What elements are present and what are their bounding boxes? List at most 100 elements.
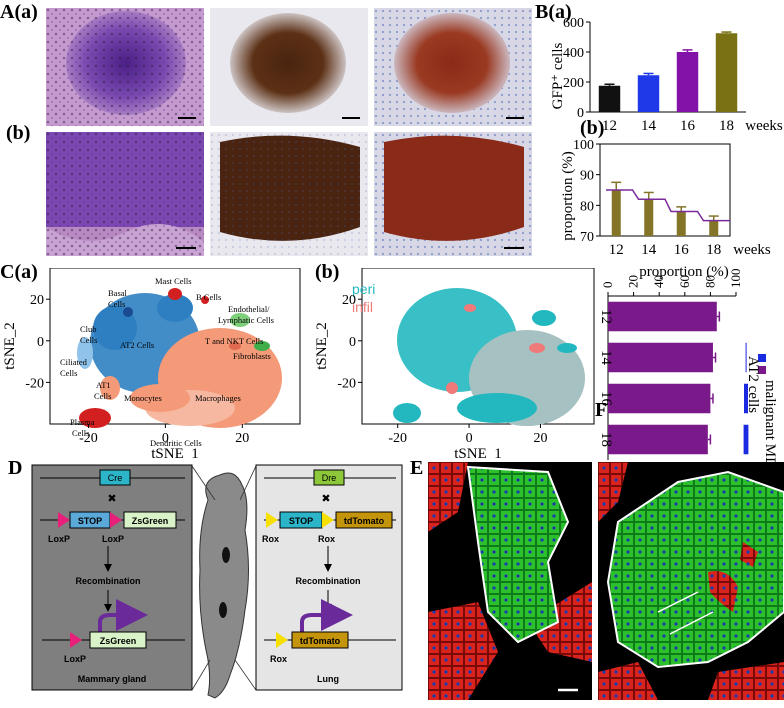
Bb-xtick-label: 12 (609, 242, 624, 258)
annot-endo-1: Endothelial/ (228, 304, 270, 314)
D-right-construct: Dre ✖ STOP tdTomato Rox Rox Recombinatio… (255, 464, 403, 691)
panel-E-images (428, 462, 784, 700)
A-a-ihc-image (210, 8, 368, 126)
tsne-a-ylabel: tSNE_2 (2, 322, 18, 370)
Bb-xtick-label: 18 (706, 242, 721, 258)
Ba-xtick-label: 14 (641, 118, 657, 134)
tsne-b-xtick-label: 20 (533, 431, 547, 446)
D-left-construct: Cre ✖ STOP ZsGreen LoxP LoxP Recombinati… (31, 464, 193, 691)
annot-fibro: Fibroblasts (233, 351, 271, 361)
D-cre: Cre (108, 473, 123, 483)
annot-ciliated-2: Cells (60, 368, 77, 378)
F-bar-malignant (608, 342, 713, 373)
Bb-bar (611, 190, 621, 236)
Ba-xlabel-weeks: weeks (745, 118, 783, 134)
Bb-xtick-label: 14 (641, 242, 657, 258)
legend-peri: peri (352, 281, 375, 297)
tsne-a-xtick-label: 0 (162, 431, 169, 446)
annot-ciliated-1: Ciliated (60, 357, 88, 367)
D-loxp-3: LoxP (64, 654, 86, 664)
A-a-he-image (46, 8, 204, 126)
D-rox-3: Rox (270, 654, 287, 664)
tsne-b-clusters (393, 288, 585, 426)
D-stop-right: STOP (289, 516, 313, 526)
annot-at2: AT2 Cells (120, 340, 154, 350)
Bb-frame (599, 143, 731, 237)
Bb-xlabel-weeks: weeks (733, 242, 771, 258)
panel-label-Ab: (b) (6, 122, 31, 144)
D-tdtomato-right: tdTomato (344, 516, 385, 526)
F-legend-at2: AT2 cells (745, 356, 761, 413)
diagram-D: Cre ✖ STOP ZsGreen LoxP LoxP Recombinati… (31, 464, 403, 699)
panel-label-Bb: (b) (580, 117, 605, 139)
annot-dendritic: Dendritic Cells (150, 438, 202, 448)
legend-infil: infil (352, 299, 373, 315)
D-zsgreen-left: ZsGreen (132, 516, 169, 526)
chart-B-b: proportion (%) 70 80 90 100 12 14 16 18 weeks (560, 138, 771, 258)
panel-A-micrographs (46, 8, 532, 256)
annot-tnkt: T and NKT Cells (205, 336, 263, 346)
F-bar-at2 (745, 342, 747, 373)
annot-bcells: B Cells (196, 292, 221, 302)
F-category-label: 12 (598, 309, 614, 324)
F-legend-swatch-at2 (758, 354, 766, 362)
D-recomb-left: Recombination (75, 576, 140, 586)
panel-label-E: E (410, 457, 424, 479)
Bb-bar (709, 220, 719, 236)
F-xtick-label: 0 (600, 282, 615, 289)
D-tdtomato-2: tdTomato (300, 636, 341, 646)
annot-basal-1: Basal (108, 288, 128, 298)
Bb-bar (644, 199, 654, 236)
D-left-x: ✖ (107, 493, 116, 505)
Ba-ytick-label: 400 (563, 46, 584, 61)
F-xlabel: proportion (%) (639, 264, 729, 280)
tsne-C-a: Mast Cells Basal Cells B Cells Endotheli… (2, 268, 301, 458)
D-recomb-right: Recombination (295, 576, 360, 586)
annot-at1-2: Cells (94, 391, 111, 401)
B-a-ylabel: GFP⁺ cells (550, 43, 566, 110)
F-bar-malignant (608, 424, 708, 455)
Bb-xtick-label: 16 (674, 242, 690, 258)
tsne-b-ytick-label: -20 (337, 376, 356, 391)
mouse-icon (191, 465, 257, 699)
A-b-ihc-image (210, 132, 368, 256)
Bb-ytick-label: 70 (580, 230, 594, 245)
tsne-a-xlabel: tSNE_1 (151, 446, 199, 458)
annot-club-1: Club (80, 324, 97, 334)
annot-macrophages: Macrophages (195, 393, 241, 403)
tsne-a-ytick-label: 0 (37, 335, 44, 350)
F-xtick-label: 80 (702, 275, 717, 288)
tsne-a-xtick-label: 20 (235, 431, 249, 446)
tsne-a-clusters (77, 288, 282, 428)
F-bar-at2 (743, 424, 749, 455)
D-stop-left: STOP (78, 516, 102, 526)
Ba-bar (598, 85, 621, 112)
Ba-bar (715, 33, 738, 112)
tsne-C-b: peri infil -20 0 20 20 0 -20 tSNE_1 tSNE_2 (314, 268, 595, 458)
F-category-label: 18 (598, 432, 614, 447)
tsne-b-xlabel: tSNE_1 (454, 446, 502, 458)
F-category-label: 14 (598, 350, 614, 366)
tsne-b-ytick-label: 20 (342, 293, 356, 308)
A-a-overlay-image (374, 8, 532, 126)
Bb-bar (676, 211, 686, 236)
annot-basal-2: Cells (108, 299, 125, 309)
Ba-bar (637, 75, 660, 112)
panel-label-A: A(a) (0, 1, 38, 23)
Bb-step-line (606, 189, 730, 222)
A-b-he-image (46, 132, 204, 256)
D-zsgreen-2: ZsGreen (100, 636, 137, 646)
Ba-ytick-label: 200 (563, 76, 584, 91)
Ba-ytick-label: 600 (563, 16, 584, 31)
D-mammary: Mammary gland (78, 674, 147, 684)
tsne-a-xtick-label: -20 (79, 431, 98, 446)
A-b-overlay-image (374, 132, 532, 256)
panel-label-D: D (8, 457, 23, 479)
panel-label-C: C(a) (0, 261, 38, 283)
tsne-b-ytick-label: 0 (349, 335, 356, 350)
tsne-b-ylabel: tSNE_2 (314, 322, 330, 370)
Ba-ytick-label: 0 (577, 106, 584, 121)
F-xtick-label: 60 (677, 275, 692, 288)
panel-label-B: B(a) (535, 1, 572, 23)
F-category-label: 16 (598, 391, 614, 407)
